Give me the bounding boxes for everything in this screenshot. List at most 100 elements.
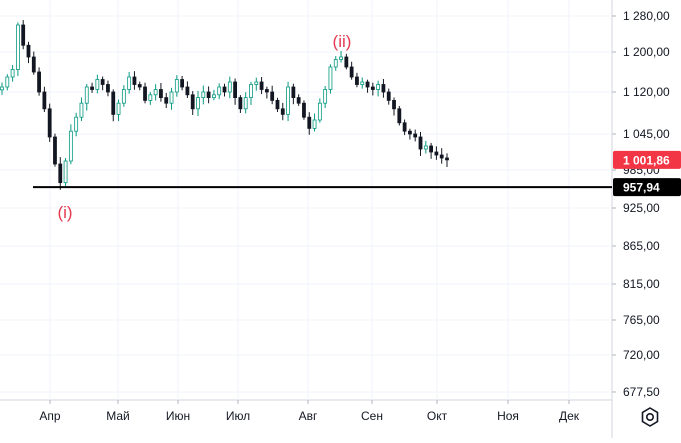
candle [106, 80, 110, 97]
wave-label: (ii) [333, 32, 352, 51]
candle [323, 85, 328, 109]
candle [296, 94, 301, 106]
wave-annotations: (i) (ii) [57, 32, 351, 222]
y-tick-label: 1 045,00 [623, 127, 670, 141]
candle [360, 77, 365, 89]
candle [116, 99, 121, 122]
x-tick-label: Окт [427, 409, 448, 423]
candle [386, 88, 391, 105]
current-price-label-bg [613, 150, 681, 169]
y-tick-label: 765,00 [623, 313, 660, 327]
candle [79, 97, 84, 121]
candle [68, 124, 73, 165]
candle [212, 89, 216, 101]
candle [312, 113, 317, 132]
candle [270, 85, 275, 105]
candle [328, 64, 333, 94]
candle [196, 90, 200, 116]
candle [302, 100, 306, 120]
candle [84, 83, 89, 111]
candles-series [0, 20, 449, 190]
candle [355, 72, 359, 88]
candle [95, 74, 100, 94]
candle [132, 71, 137, 90]
candle [26, 41, 31, 64]
candle [185, 81, 190, 98]
y-tick-label: 720,00 [623, 348, 660, 362]
y-tick-label: 815,00 [623, 277, 660, 291]
candle [365, 79, 370, 93]
x-tick-label: Июл [226, 409, 250, 423]
candle [90, 82, 94, 93]
candle [153, 84, 158, 101]
candle [159, 82, 163, 102]
candle [58, 157, 63, 190]
candle [0, 82, 4, 95]
x-tick-label: Апр [39, 409, 61, 423]
horizontal-line-label: 957,94 [623, 181, 660, 195]
x-axis: Апр Май Июн Июл Авг Сен Окт Ноя Дек [39, 400, 580, 423]
candle [10, 65, 15, 82]
x-tick-label: Авг [299, 409, 318, 423]
candle [307, 112, 312, 135]
candle [280, 102, 285, 121]
candle [143, 82, 147, 104]
candle [339, 50, 343, 63]
y-axis: 1 280,001 200,001 120,001 045,00985,0092… [612, 9, 681, 399]
candle [217, 83, 222, 100]
candle [445, 153, 449, 167]
candle [74, 112, 79, 137]
candle [31, 51, 36, 75]
x-tick-label: Сен [361, 409, 383, 423]
candle [137, 81, 142, 91]
candle [397, 105, 402, 126]
candle [434, 146, 439, 160]
candle [243, 92, 248, 114]
candle [21, 20, 26, 50]
candle [439, 148, 444, 164]
candle [249, 81, 253, 106]
y-tick-label: 1 200,00 [623, 45, 670, 59]
candle [238, 95, 243, 113]
candle [190, 91, 195, 115]
y-tick-label: 925,00 [623, 201, 660, 215]
y-tick-label: 677,50 [623, 385, 660, 399]
candle [174, 75, 179, 97]
candle [381, 78, 386, 98]
candle [402, 119, 407, 136]
candle [275, 97, 280, 112]
candle [429, 142, 434, 159]
candle [201, 85, 206, 105]
x-tick-label: Июн [166, 409, 190, 423]
wave-label: (i) [57, 203, 72, 222]
candle [164, 92, 169, 109]
candle [42, 86, 47, 113]
candle [376, 80, 381, 97]
candle [111, 89, 116, 122]
candle [344, 53, 349, 70]
candle [317, 98, 322, 123]
candle [291, 83, 296, 105]
candle [370, 82, 375, 96]
candle [47, 103, 52, 142]
y-tick-label: 865,00 [623, 239, 660, 253]
y-tick-label: 1 280,00 [623, 9, 670, 23]
candle [63, 158, 68, 188]
candle [169, 87, 174, 110]
candle [206, 86, 211, 104]
x-tick-label: Май [106, 409, 130, 423]
support-line[interactable]: 957,94 [33, 178, 681, 197]
candle [392, 97, 396, 116]
candle [286, 81, 290, 122]
candle [5, 74, 10, 91]
candle [121, 85, 126, 107]
candle [413, 129, 418, 142]
candle [408, 128, 412, 140]
chart-settings-button[interactable] [636, 404, 664, 430]
horizontal-line-label-bg [613, 178, 681, 197]
candle [222, 83, 227, 97]
